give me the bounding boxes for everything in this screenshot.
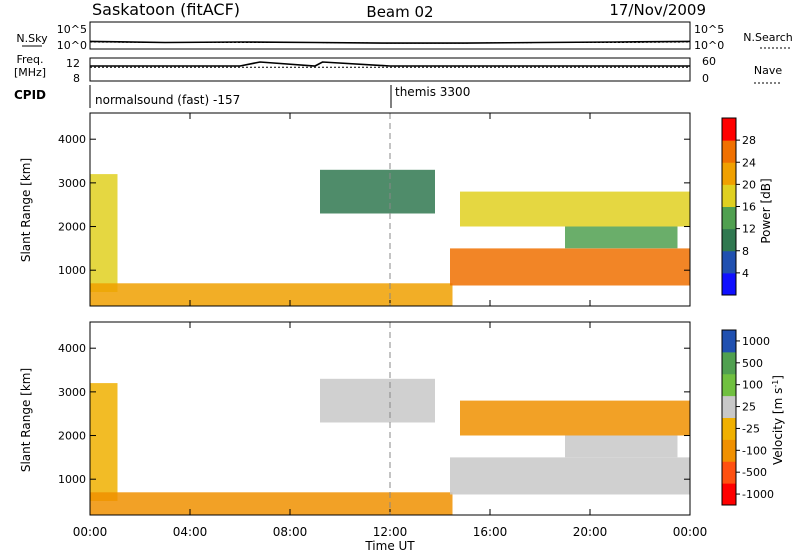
freq-label-1: Freq. bbox=[16, 53, 43, 66]
freq-left-tick-top: 12 bbox=[66, 57, 80, 70]
colorbar-label: 500 bbox=[742, 357, 763, 370]
colorbar-cell bbox=[722, 140, 736, 163]
echo-region-1 bbox=[90, 283, 453, 306]
freq-label-2: [MHz] bbox=[14, 66, 46, 79]
noise-line-1 bbox=[89, 41, 691, 44]
cpid-program-1: normalsound (fast) -157 bbox=[95, 93, 240, 107]
power-colorbar: Power [dB] 28 24 20 16 12 8 4 bbox=[721, 117, 773, 296]
noise-left-tick-top: 10^5 bbox=[57, 23, 87, 36]
y-tick-label: 2000 bbox=[58, 430, 86, 443]
velocity-panel: 1000 2000 3000 4000 Slant Range [km] bbox=[19, 321, 691, 516]
date-title: 17/Nov/2009 bbox=[609, 1, 706, 19]
colorbar-cell bbox=[722, 162, 736, 185]
echo-region-5 bbox=[565, 226, 678, 249]
colorbar-label: 12 bbox=[742, 223, 756, 236]
colorbar-cell bbox=[722, 373, 736, 397]
echo-region-2 bbox=[320, 169, 435, 214]
power-panel: 1000 2000 3000 4000 Slant Range [km] bbox=[19, 112, 691, 307]
colorbar-cell bbox=[722, 118, 736, 141]
velocity-ylabel: Slant Range [km] bbox=[19, 368, 33, 472]
cpid-program-2: themis 3300 bbox=[395, 85, 470, 99]
freq-panel: Freq. [MHz] 12 8 60 0 Nave bbox=[14, 53, 782, 85]
colorbar-label: -1000 bbox=[742, 488, 774, 501]
x-tick-label: 08:00 bbox=[273, 525, 308, 539]
colorbar-label: -100 bbox=[742, 444, 767, 457]
noise-right-tick-bottom: 10^0 bbox=[694, 39, 724, 52]
colorbar-frame bbox=[721, 329, 737, 506]
noise-right-tick-top: 10^5 bbox=[694, 23, 724, 36]
colorbar-label: 16 bbox=[742, 201, 756, 214]
colorbar-cell bbox=[722, 351, 736, 375]
colorbar-label: 8 bbox=[742, 245, 749, 258]
echo-region-3 bbox=[450, 248, 690, 286]
freq-left-tick-bottom: 8 bbox=[73, 72, 80, 85]
colorbar-cell bbox=[722, 250, 736, 274]
colorbar-cell bbox=[722, 330, 736, 353]
x-tick-label: 20:00 bbox=[573, 525, 608, 539]
colorbar-label: 1000 bbox=[742, 335, 770, 348]
colorbar-label: -25 bbox=[742, 422, 760, 435]
y-tick-label: 2000 bbox=[58, 221, 86, 234]
x-tick-label: 16:00 bbox=[473, 525, 508, 539]
colorbar-label: 20 bbox=[742, 178, 756, 191]
y-tick-label: 1000 bbox=[58, 473, 86, 486]
noise-right-label: N.Search bbox=[743, 31, 793, 44]
cpid-label: CPID bbox=[14, 88, 46, 102]
colorbar-cell bbox=[722, 483, 736, 506]
echo-region-1 bbox=[90, 492, 453, 515]
noise-panel: N.Sky 10^5 10^0 10^5 10^0 N.Search bbox=[16, 21, 793, 52]
colorbar-cell bbox=[722, 395, 736, 418]
x-tick-label: 00:00 bbox=[673, 525, 708, 539]
colorbar-label: 4 bbox=[742, 267, 749, 280]
echo-region-0 bbox=[90, 174, 118, 292]
x-tick-label: 12:00 bbox=[373, 525, 408, 539]
echo-region-4 bbox=[460, 400, 690, 436]
noise-left-label: N.Sky bbox=[16, 32, 48, 45]
echo-region-2 bbox=[320, 378, 435, 423]
echo-region-5 bbox=[565, 435, 678, 458]
freq-line bbox=[90, 61, 690, 67]
power-colorbar-label: Power [dB] bbox=[759, 178, 773, 243]
velocity-colorbar: Velocity [m s-1] 1000 500 100 25 -25 -100 -500… bbox=[721, 329, 786, 506]
x-tick-label: 04:00 bbox=[173, 525, 208, 539]
colorbar-cell bbox=[722, 272, 736, 296]
echo-region-0 bbox=[90, 383, 118, 501]
freq-right-tick-top: 60 bbox=[702, 55, 716, 68]
beam-title: Beam 02 bbox=[366, 3, 433, 21]
y-tick-label: 3000 bbox=[58, 386, 86, 399]
colorbar-cell bbox=[722, 439, 736, 462]
y-tick-label: 1000 bbox=[58, 264, 86, 277]
y-tick-label: 3000 bbox=[58, 177, 86, 190]
colorbar-cell bbox=[722, 228, 736, 252]
x-tick-label: 00:00 bbox=[73, 525, 108, 539]
colorbar-cell bbox=[722, 461, 736, 484]
y-tick-label: 4000 bbox=[58, 342, 86, 355]
echo-region-3 bbox=[450, 457, 690, 495]
velocity-colorbar-label: Velocity [m s-1] bbox=[771, 375, 786, 465]
colorbar-cell bbox=[722, 206, 736, 230]
colorbar-label: 25 bbox=[742, 401, 756, 414]
x-axis-label: Time UT bbox=[364, 539, 415, 553]
cpid-bar: CPID normalsound (fast) -157 themis 3300 bbox=[14, 85, 470, 108]
colorbar-label: 24 bbox=[742, 156, 756, 169]
colorbar-cell bbox=[722, 184, 736, 207]
colorbar-label: -500 bbox=[742, 466, 767, 479]
y-tick-label: 4000 bbox=[58, 133, 86, 146]
power-ylabel: Slant Range [km] bbox=[19, 158, 33, 262]
colorbar-cell bbox=[722, 417, 736, 440]
freq-right-tick-bottom: 0 bbox=[702, 72, 709, 85]
colorbar-label: 28 bbox=[742, 134, 756, 147]
nave-label: Nave bbox=[754, 64, 782, 77]
noise-left-tick-bottom: 10^0 bbox=[57, 39, 87, 52]
colorbar-label: 100 bbox=[742, 379, 763, 392]
station-title: Saskatoon (fitACF) bbox=[92, 0, 240, 19]
echo-region-4 bbox=[460, 191, 690, 227]
